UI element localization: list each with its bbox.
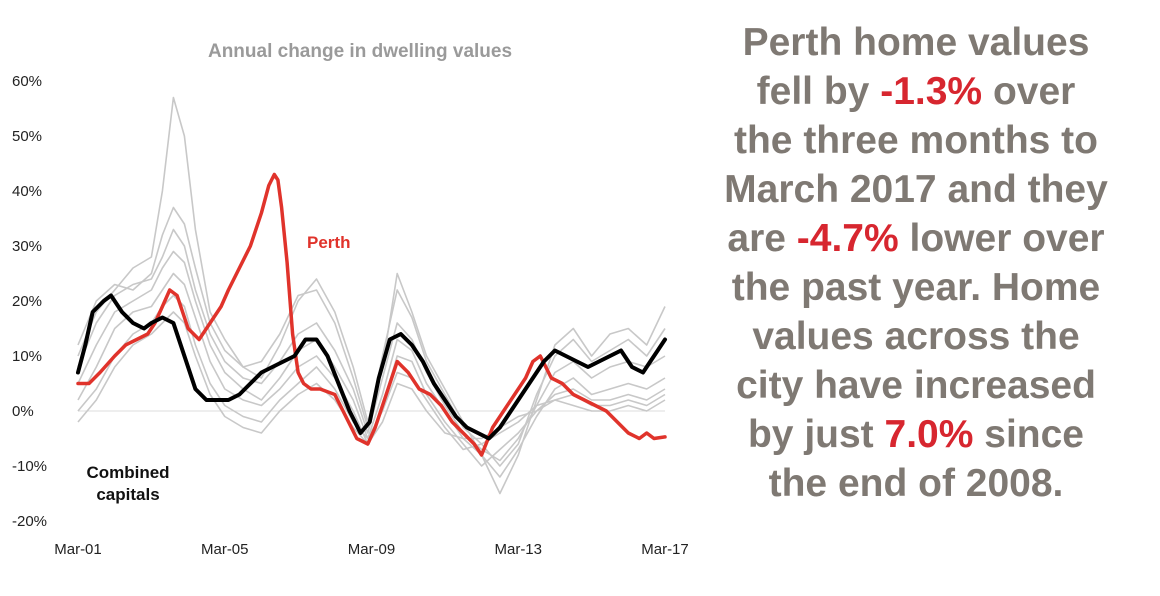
since-2008-change-value: 7.0% [884,413,974,456]
perth-line [76,172,667,457]
headline-text-segment: since [973,413,1084,456]
x-tick-label: Mar-09 [348,541,396,558]
x-tick-label: Mar-13 [494,541,542,558]
headline-text-segment: fell by [756,70,881,113]
combined-capitals-line [76,293,667,441]
x-tick-label: Mar-17 [641,541,689,558]
headline-line: are -4.7% lower over [692,214,1140,263]
headline-line: the three months to [733,119,1098,162]
annual-change-chart: Annual change in dwelling values 60% 50% 4… [12,41,689,558]
chart-title: Annual change in dwelling values [208,41,512,62]
headline-text: Perth home values fell by -1.3% over the… [692,18,1140,508]
y-tick-label: 60% [12,73,42,90]
y-tick-label: -20% [12,513,47,530]
headline-text-segment: are [727,217,797,260]
combined-capitals-label-line: capitals [96,485,159,504]
y-tick-label: -10% [12,458,47,475]
headline-line: fell by -1.3% over [692,67,1140,116]
y-tick-label: 0% [12,403,34,420]
headline-line: March 2017 and they [724,168,1108,211]
y-tick-label: 20% [12,293,42,310]
other-capital-line [77,311,666,445]
perth-series-label: Perth [307,233,350,252]
y-axis-tick-labels: 60% 50% 40% 30% 20% 10% 0% -10% -20% [12,73,47,530]
other-capital-line [77,250,666,478]
headline-line: the past year. Home [731,266,1101,309]
headline-line: values across the [752,315,1080,358]
combined-capitals-label: Combined capitals [86,463,169,504]
other-capital-line [77,272,666,467]
other-capitals-lines [77,96,666,495]
other-capital-line [77,228,666,462]
y-tick-label: 40% [12,183,42,200]
annual-change-value: -4.7% [796,217,899,260]
headline-text-segment: over [982,70,1076,113]
headline-text-segment: lower over [898,217,1105,260]
highlight-series-lines [76,172,667,457]
headline-text-segment: by just [747,413,885,456]
y-tick-label: 30% [12,238,42,255]
x-tick-label: Mar-01 [54,541,102,558]
combined-capitals-label-line: Combined [86,463,169,482]
quarterly-change-value: -1.3% [880,70,983,113]
x-axis-tick-labels: Mar-01 Mar-05 Mar-09 Mar-13 Mar-17 [54,541,689,558]
y-tick-label: 50% [12,128,42,145]
headline-line: by just 7.0% since [692,410,1140,459]
headline-line: Perth home values [742,21,1090,64]
y-tick-label: 10% [12,348,42,365]
other-capital-line [77,96,666,495]
x-tick-label: Mar-05 [201,541,249,558]
headline-line: city have increased [736,364,1096,407]
headline-line: the end of 2008. [768,462,1064,505]
